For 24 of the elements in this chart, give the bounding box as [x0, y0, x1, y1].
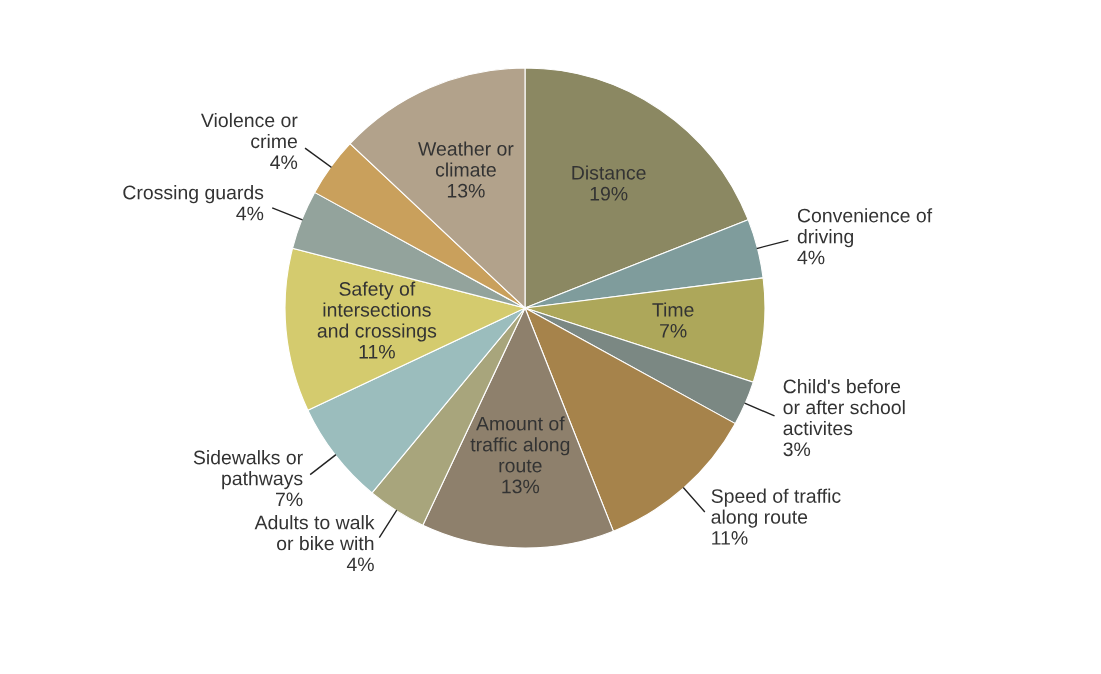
- data-label: 7%: [276, 492, 303, 507]
- data-label: 4%: [270, 155, 298, 170]
- data-label: 4%: [797, 250, 825, 265]
- data-label: 11%: [712, 531, 748, 545]
- slice-label: Convenience of driving: [797, 208, 933, 248]
- slice-label: Speed of traffic along route: [711, 488, 841, 528]
- slice-label: Time: [652, 302, 694, 317]
- data-label: 4%: [236, 206, 264, 221]
- data-label: 3%: [783, 442, 811, 457]
- slice-label: Sidewalks or pathways: [193, 450, 303, 490]
- data-label: 11%: [359, 344, 395, 359]
- slice-label: Safety of intersections and crossings: [317, 281, 437, 342]
- slice-label: Weather or climate: [418, 141, 514, 177]
- slice-label: Adults to walk or bike with: [254, 515, 375, 551]
- slice-label: Amount of traffic along route: [470, 416, 570, 473]
- data-label: 7%: [660, 324, 687, 338]
- slice-label: Violence or crime: [200, 112, 298, 149]
- slice-label: Crossing guards: [123, 185, 264, 204]
- slice-label: Distance: [572, 165, 646, 180]
- data-label: 19%: [590, 186, 628, 201]
- slice-label: Child's before or after school activites: [783, 379, 905, 436]
- data-label: 13%: [447, 183, 485, 198]
- data-label: 13%: [502, 479, 540, 494]
- data-label: 4%: [346, 557, 374, 572]
